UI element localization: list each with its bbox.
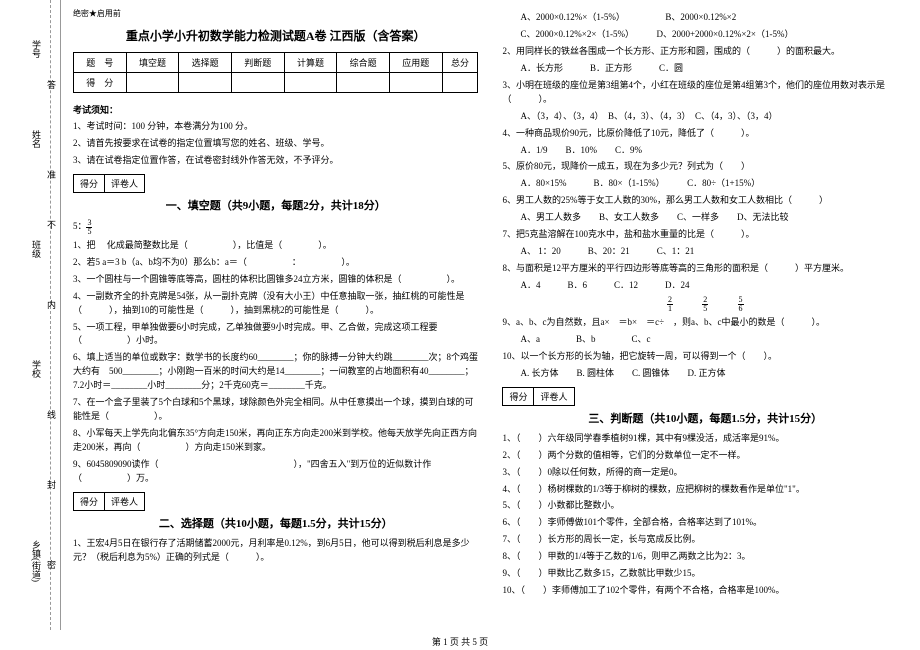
binding-gutter: 学号 答 姓名 准 不 班级 内 学校 线 封 乡镇(街道) 密 bbox=[0, 0, 61, 630]
question: 7、在一个盒子里装了5个白球和5个黑球，球除颜色外完全相同。从中任意摸出一个球，… bbox=[73, 396, 479, 424]
scorebar-cell: 得分 bbox=[73, 492, 105, 511]
question: 8、小军每天上学先向北偏东35°方向走150米，再向正东方向走200米到学校。他… bbox=[73, 427, 479, 455]
part-scorebar: 得分 评卷人 bbox=[73, 174, 479, 193]
score-cell bbox=[337, 73, 390, 93]
question: 7、（ ）长方形的周长一定，长与宽成反比例。 bbox=[502, 533, 908, 547]
scorebar-cell: 评卷人 bbox=[534, 387, 574, 406]
gutter-mark: 密 bbox=[45, 560, 58, 569]
option-line: A、a B、b C、c bbox=[502, 333, 908, 347]
question: 9、a、b、c为自然数，且a× ＝b× ＝c÷ ，则a、b、c中最小的数是（ ）… bbox=[502, 316, 908, 330]
question: 2、若5 a＝3 b（a、b均不为0）那么b：a＝（ ： ）。 bbox=[73, 256, 479, 270]
question: 5：35 bbox=[73, 219, 479, 236]
question: 6、男工人数的25%等于女工人数的30%，那么男工人数和女工人数相比（ ） bbox=[502, 194, 908, 208]
gutter-label: 班级 bbox=[30, 240, 43, 258]
part2-title: 二、选择题（共10小题，每题1.5分，共计15分） bbox=[73, 515, 479, 531]
score-table: 题 号 填空题 选择题 判断题 计算题 综合题 应用题 总分 得 分 bbox=[73, 52, 479, 93]
gutter-mark: 准 bbox=[45, 170, 58, 179]
score-cell bbox=[284, 73, 337, 93]
option-line: A、2000×0.12%×（1-5%） B、2000×0.12%×2 bbox=[502, 11, 908, 25]
question: 3、一个圆柱与一个圆锥等底等高，圆柱的体积比圆锥多24立方米，圆锥的体积是（ ）… bbox=[73, 273, 479, 287]
question: 1、（ ）六年级同学春季植树91棵，其中有9棵没活，成活率是91%。 bbox=[502, 432, 908, 446]
question: 1、把 化成最简整数比是（ ），比值是（ ）。 bbox=[73, 239, 479, 253]
left-column: 绝密★启用前 重点小学小升初数学能力检测试题A卷 江西版（含答案） 题 号 填空… bbox=[61, 0, 491, 630]
part1-title: 一、填空题（共9小题，每题2分，共计18分） bbox=[73, 197, 479, 213]
gutter-label: 学校 bbox=[30, 360, 43, 378]
question: 10、（ ）李师傅加工了102个零件，有两个不合格，合格率是100%。 bbox=[502, 584, 908, 598]
score-cell bbox=[231, 73, 284, 93]
question: 21 25 56 bbox=[502, 296, 908, 313]
gutter-mark: 内 bbox=[45, 300, 58, 309]
page-footer: 第 1 页 共 5 页 bbox=[0, 635, 920, 648]
question: 3、（ ）0除以任何数，所得的商一定是0。 bbox=[502, 466, 908, 480]
score-cell bbox=[442, 73, 478, 93]
notice-title: 考试须知： bbox=[73, 103, 479, 116]
score-header: 应用题 bbox=[389, 53, 442, 73]
score-cell bbox=[389, 73, 442, 93]
scorebar-cell: 评卷人 bbox=[105, 174, 145, 193]
question: 1、王宏4月5日在银行存了活期储蓄2000元，月利率是0.12%，到6月5日，他… bbox=[73, 537, 479, 565]
option-line: A．80×15% B．80×（1-15%） C．80÷（1+15%） bbox=[502, 177, 908, 191]
score-header: 计算题 bbox=[284, 53, 337, 73]
question: 6、填上适当的单位或数字：数学书的长度约60________；你的脉搏一分钟大约… bbox=[73, 351, 479, 393]
question: 2、（ ）两个分数的值相等，它们的分数单位一定不一样。 bbox=[502, 449, 908, 463]
gutter-mark: 不 bbox=[45, 220, 58, 229]
exam-title: 重点小学小升初数学能力检测试题A卷 江西版（含答案） bbox=[73, 27, 479, 44]
notice-item: 2、请首先按要求在试卷的指定位置填写您的姓名、班级、学号。 bbox=[73, 137, 479, 151]
secret-label: 绝密★启用前 bbox=[73, 8, 479, 19]
gutter-label: 学号 bbox=[30, 40, 43, 58]
score-header: 判断题 bbox=[231, 53, 284, 73]
score-header: 填空题 bbox=[126, 53, 179, 73]
scorebar-cell: 得分 bbox=[73, 174, 105, 193]
part3-title: 三、判断题（共10小题，每题1.5分，共计15分） bbox=[502, 410, 908, 426]
gutter-mark: 答 bbox=[45, 80, 58, 89]
question: 5、原价80元，现降价一成五，现在为多少元？列式为（ ） bbox=[502, 160, 908, 174]
scorebar-cell: 评卷人 bbox=[105, 492, 145, 511]
scorebar-cell: 得分 bbox=[502, 387, 534, 406]
question: 2、用同样长的铁丝各围成一个长方形、正方形和圆，围成的（ ）的面积最大。 bbox=[502, 45, 908, 59]
question: 4、一副数齐全的扑克牌是54张，从一副扑克牌（没有大小王）中任意抽取一张，抽红桃… bbox=[73, 290, 479, 318]
question: 4、一种商品现价90元，比原价降低了10元，降低了（ ）。 bbox=[502, 127, 908, 141]
question: 8、与面积是12平方厘米的平行四边形等底等高的三角形的面积是（ ）平方厘米。 bbox=[502, 262, 908, 276]
gutter-label: 姓名 bbox=[30, 130, 43, 148]
notice-block: 1、考试时间：100 分钟，本卷满分为100 分。 2、请首先按要求在试卷的指定… bbox=[73, 120, 479, 168]
question: 9、（ ）甲数比乙数多15，乙数就比甲数少15。 bbox=[502, 567, 908, 581]
option-line: A．4 B．6 C．12 D．24 bbox=[502, 279, 908, 293]
option-line: A．1/9 B．10% C．9% bbox=[502, 144, 908, 158]
score-header: 选择题 bbox=[179, 53, 232, 73]
part-scorebar: 得分 评卷人 bbox=[502, 387, 908, 406]
question: 5、（ ）小数都比整数小。 bbox=[502, 499, 908, 513]
score-header: 综合题 bbox=[337, 53, 390, 73]
question: 10、以一个长方形的长为轴，把它旋转一周，可以得到一个（ ）。 bbox=[502, 350, 908, 364]
right-column: A、2000×0.12%×（1-5%） B、2000×0.12%×2 C、200… bbox=[490, 0, 920, 630]
option-line: A、（3，4）、（3，4） B、（4，3）、（4，3） C、（4，3）、（3，4… bbox=[502, 110, 908, 124]
score-row-label: 得 分 bbox=[73, 73, 126, 93]
score-cell bbox=[179, 73, 232, 93]
score-header: 总分 bbox=[442, 53, 478, 73]
gutter-mark: 封 bbox=[45, 480, 58, 489]
question: 7、把5克盐溶解在100克水中，盐和盐水重量的比是（ ）。 bbox=[502, 228, 908, 242]
frac-prefix: 5： bbox=[73, 220, 87, 234]
score-header: 题 号 bbox=[73, 53, 126, 73]
option-line: A、男工人数多 B、女工人数多 C、一样多 D、无法比较 bbox=[502, 211, 908, 225]
notice-item: 3、请在试卷指定位置作答，在试卷密封线外作答无效，不予评分。 bbox=[73, 154, 479, 168]
question: 5、一项工程，甲单独做要6小时完成，乙单独做要9小时完成。甲、乙合做，完成这项工… bbox=[73, 321, 479, 349]
score-cell bbox=[126, 73, 179, 93]
question: 6、（ ）李师傅做101个零件，全部合格，合格率达到了101%。 bbox=[502, 516, 908, 530]
question: 8、（ ）甲数的1/4等于乙数的1/6，则甲乙两数之比为2：3。 bbox=[502, 550, 908, 564]
part-scorebar: 得分 评卷人 bbox=[73, 492, 479, 511]
option-line: A．长方形 B．正方形 C．圆 bbox=[502, 62, 908, 76]
option-line: C、2000×0.12%×2×（1-5%） D、2000+2000×0.12%×… bbox=[502, 28, 908, 42]
question: 3、小明在班级的座位是第3组第4个，小红在班级的座位是第4组第3个，他们的座位用… bbox=[502, 79, 908, 107]
notice-item: 1、考试时间：100 分钟，本卷满分为100 分。 bbox=[73, 120, 479, 134]
gutter-label: 乡镇(街道) bbox=[30, 540, 43, 582]
option-line: A、 1：20 B、20：21 C、1：21 bbox=[502, 245, 908, 259]
gutter-mark: 线 bbox=[45, 410, 58, 419]
question: 4、（ ）杨树棵数的1/3等于柳树的棵数，应把柳树的棵数看作是单位"1"。 bbox=[502, 483, 908, 497]
option-line: A. 长方体 B. 圆柱体 C. 圆锥体 D. 正方体 bbox=[502, 367, 908, 381]
question: 9、6045809090读作（ ），"四舍五入"到万位的近似数计作（ ）万。 bbox=[73, 458, 479, 486]
